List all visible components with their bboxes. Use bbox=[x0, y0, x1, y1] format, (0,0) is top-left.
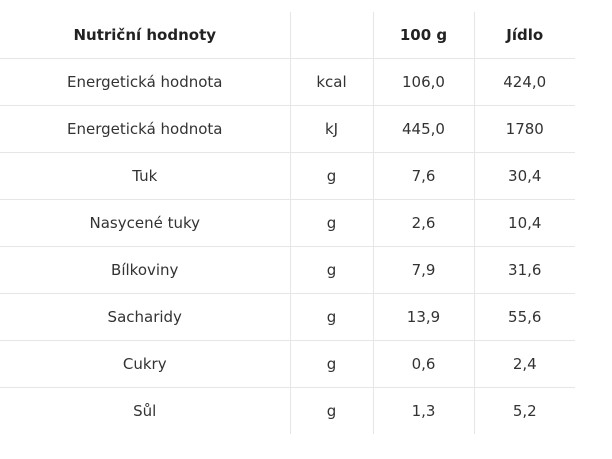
header-cell bbox=[289, 12, 373, 59]
table-cell: 31,6 bbox=[473, 246, 575, 294]
table-cell: g bbox=[289, 340, 373, 388]
table-cell: kJ bbox=[289, 105, 373, 153]
table-cell: 7,9 bbox=[372, 246, 474, 294]
table-row: Cukry g 0,6 2,4 bbox=[0, 340, 575, 388]
table-body: Energetická hodnota kcal 106,0 424,0 Energet… bbox=[0, 58, 575, 434]
table-cell: Tuk bbox=[0, 152, 290, 200]
table-cell: 5,2 bbox=[473, 387, 575, 434]
table-cell: 445,0 bbox=[372, 105, 474, 153]
table-cell: 55,6 bbox=[473, 293, 575, 341]
table-cell: g bbox=[289, 293, 373, 341]
table-cell: g bbox=[289, 387, 373, 434]
table-row: Tuk g 7,6 30,4 bbox=[0, 152, 575, 200]
table-cell: 2,4 bbox=[473, 340, 575, 388]
table-cell: 10,4 bbox=[473, 199, 575, 247]
table-cell: kcal bbox=[289, 58, 373, 106]
table-cell: 7,6 bbox=[372, 152, 474, 200]
table-cell: Bílkoviny bbox=[0, 246, 290, 294]
table-cell: 1,3 bbox=[372, 387, 474, 434]
table-cell: 1780 bbox=[473, 105, 575, 153]
table-cell: 106,0 bbox=[372, 58, 474, 106]
table-row: Sacharidy g 13,9 55,6 bbox=[0, 293, 575, 341]
table-cell: 30,4 bbox=[473, 152, 575, 200]
header-row: Nutriční hodnoty 100 g Jídlo bbox=[0, 12, 575, 59]
nutrition-table: Nutriční hodnoty 100 g Jídlo Energetická… bbox=[0, 12, 575, 434]
table-cell: 13,9 bbox=[372, 293, 474, 341]
table-cell: Sůl bbox=[133, 402, 157, 420]
table-row: Sůl g 1,3 5,2 bbox=[0, 387, 575, 434]
header-cell: 100 g bbox=[372, 12, 474, 59]
table-cell: Nasycené tuky bbox=[0, 199, 290, 247]
table-cell: Sacharidy bbox=[0, 293, 290, 341]
table-row: Energetická hodnota kJ 445,0 1780 bbox=[0, 105, 575, 153]
header-cell: Nutriční hodnoty bbox=[0, 12, 290, 59]
table-cell: g bbox=[289, 199, 373, 247]
header-cell: Jídlo bbox=[473, 12, 575, 59]
table-cell: 0,6 bbox=[372, 340, 474, 388]
table-cell: Cukry bbox=[0, 340, 290, 388]
table-row: Nasycené tuky g 2,6 10,4 bbox=[0, 199, 575, 247]
table-cell: Energetická hodnota bbox=[0, 105, 290, 153]
table-cell: Energetická hodnota bbox=[0, 58, 290, 106]
table-row: Energetická hodnota kcal 106,0 424,0 bbox=[0, 58, 575, 106]
table-row: Bílkoviny g 7,9 31,6 bbox=[0, 246, 575, 294]
table-cell: 2,6 bbox=[372, 199, 474, 247]
table-cell: g bbox=[289, 246, 373, 294]
table-cell: g bbox=[289, 152, 373, 200]
table-cell: 424,0 bbox=[473, 58, 575, 106]
